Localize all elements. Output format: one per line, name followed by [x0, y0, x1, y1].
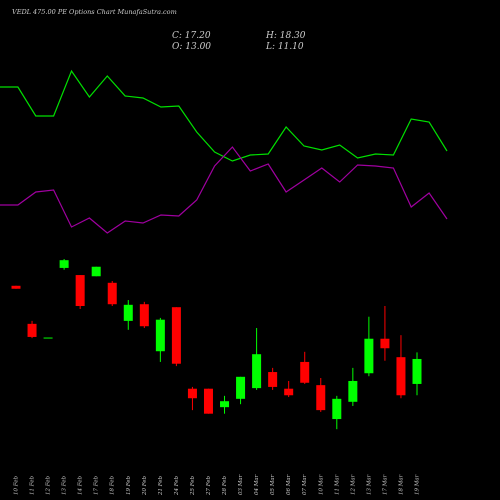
x-tick-label: 12 Feb [46, 475, 52, 495]
x-tick-label: 03 Mar [238, 474, 244, 495]
candle-body [203, 388, 213, 414]
x-tick-label: 19 Mar [415, 474, 421, 495]
x-tick-label: 27 Feb [206, 475, 212, 496]
candle-body [139, 304, 149, 327]
candle-body [11, 285, 21, 289]
candle-body [43, 337, 53, 339]
x-tick-label: 12 Mar [350, 474, 356, 495]
candle-body [316, 385, 326, 411]
x-tick-label: 24 Feb [174, 475, 180, 496]
x-tick-label: 07 Mar [302, 474, 308, 495]
candle-body [155, 319, 165, 352]
x-tick-label: 13 Mar [366, 474, 372, 495]
candle-body [75, 275, 85, 307]
candle-body [59, 260, 69, 268]
x-tick-label: 17 Feb [94, 475, 100, 495]
info-low: L: 11.10 [265, 42, 304, 52]
candle-body [91, 266, 101, 277]
candle-body [332, 398, 342, 420]
x-tick-label: 10 Feb [14, 475, 20, 495]
candle-body [252, 354, 262, 389]
chart-title: VEDL 475.00 PE Options Chart MunafaSutra… [12, 8, 177, 16]
x-tick-label: 14 Feb [78, 475, 84, 495]
x-tick-label: 11 Feb [30, 475, 36, 495]
x-tick-label: 04 Mar [254, 474, 260, 495]
x-tick-label: 21 Feb [158, 475, 164, 496]
info-high: H: 18.30 [265, 31, 306, 41]
x-tick-label: 06 Mar [286, 474, 292, 495]
candle-body [412, 358, 422, 384]
candle-body [220, 401, 230, 408]
candle-body [107, 282, 117, 305]
candle-body [123, 304, 133, 321]
candle-body [364, 338, 374, 374]
candle-body [300, 361, 310, 383]
x-tick-label: 20 Feb [142, 475, 148, 496]
candle-body [348, 380, 358, 402]
info-open: O: 13.00 [172, 42, 211, 52]
x-tick-label: 19 Feb [126, 475, 132, 495]
info-close: C: 17.20 [172, 31, 211, 41]
candle-body [268, 372, 278, 387]
candle-body [284, 388, 294, 396]
x-tick-label: 13 Feb [62, 475, 68, 495]
x-tick-label: 05 Mar [270, 474, 276, 495]
x-tick-label: 11 Mar [334, 474, 340, 495]
x-tick-label: 28 Feb [222, 475, 228, 496]
candle-body [396, 357, 406, 396]
candle-body [27, 323, 37, 337]
x-tick-label: 18 Mar [398, 474, 404, 495]
overlay-line [0, 69, 448, 162]
x-tick-label: 18 Feb [110, 475, 116, 495]
candle-body [380, 338, 390, 349]
x-tick-label: 10 Mar [318, 474, 324, 495]
candle-body [236, 376, 246, 399]
candle-body [171, 307, 181, 364]
candle-body [187, 388, 197, 399]
overlay-line [0, 146, 448, 234]
x-tick-label: 25 Feb [190, 475, 196, 496]
x-tick-label: 17 Mar [382, 474, 388, 495]
